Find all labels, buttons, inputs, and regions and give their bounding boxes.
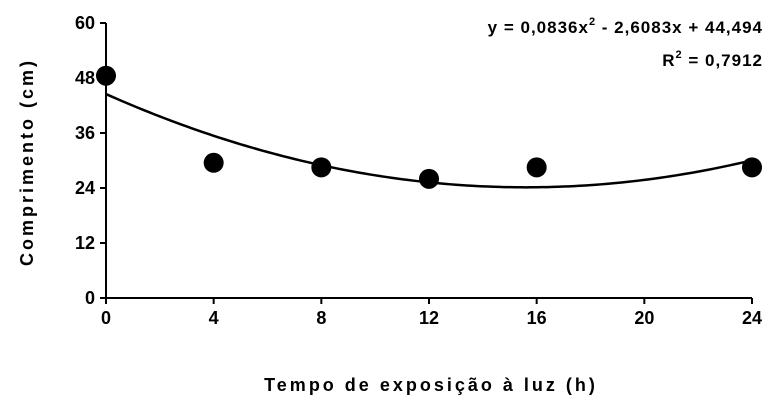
data-point xyxy=(96,65,116,86)
x-tick-label: 8 xyxy=(316,308,326,328)
x-tick-label: 4 xyxy=(209,308,219,328)
equation-exponent: 2 xyxy=(589,16,596,28)
y-axis-title: Comprimento (cm) xyxy=(17,58,37,266)
data-point xyxy=(419,168,439,189)
y-tick-label: 48 xyxy=(75,68,95,88)
x-tick-label: 24 xyxy=(742,308,762,328)
data-point xyxy=(742,157,762,178)
y-tick-label: 12 xyxy=(75,233,95,253)
data-points xyxy=(96,65,762,189)
equation-rest: - 2,6083x + 44,494 xyxy=(596,18,763,37)
r-squared-label: R xyxy=(662,51,675,70)
data-point xyxy=(311,157,332,178)
data-point xyxy=(203,152,224,173)
equation-annotation: y = 0,0836x2 - 2,6083x + 44,494 xyxy=(488,16,763,37)
x-tick-label: 20 xyxy=(634,308,654,328)
x-tick-label: 16 xyxy=(527,308,547,328)
r-squared-annotation: R2 = 0,7912 xyxy=(662,49,763,70)
axes xyxy=(100,22,753,304)
y-tick-label: 60 xyxy=(75,13,95,33)
equation-main: y = 0,0836x xyxy=(488,18,589,37)
r-squared-value: = 0,7912 xyxy=(683,51,763,70)
x-tick-label: 0 xyxy=(101,308,111,328)
y-tick-label: 0 xyxy=(85,288,95,308)
data-point xyxy=(526,157,547,178)
y-tick-label: 24 xyxy=(75,178,95,198)
r-squared-exponent: 2 xyxy=(676,49,683,61)
x-axis-title: Tempo de exposição à luz (h) xyxy=(264,375,598,395)
y-tick-label: 36 xyxy=(75,123,95,143)
x-tick-label: 12 xyxy=(419,308,439,328)
